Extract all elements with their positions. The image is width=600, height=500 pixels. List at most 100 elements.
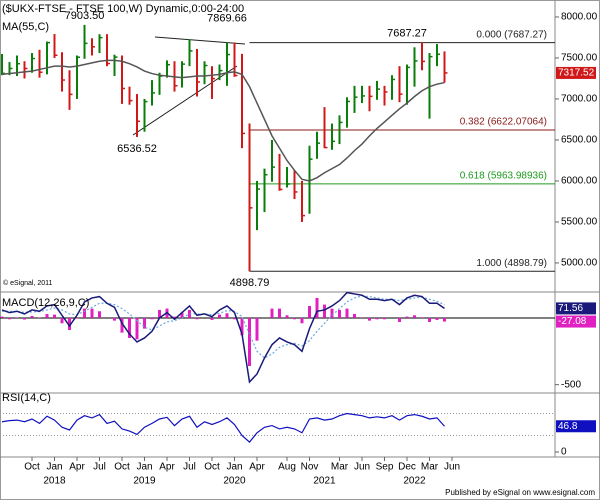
trend-line: [154, 36, 246, 45]
x-tick-label: Oct: [24, 462, 40, 473]
y-tick-label: 8000.00: [561, 12, 598, 23]
price-annotation: 7687.27: [387, 28, 427, 40]
histogram-bar: [398, 317, 401, 322]
x-tick-label: Apr: [249, 462, 265, 473]
histogram-bar: [278, 308, 281, 318]
histogram-bar: [120, 317, 124, 333]
last-value-box: [556, 302, 596, 315]
y-tick-label: 7500.00: [561, 53, 598, 64]
macd-title: MACD(12,26,9,C): [2, 297, 89, 309]
histogram-bar: [23, 317, 26, 320]
histogram-bar: [338, 309, 341, 318]
histogram-bar: [443, 317, 446, 322]
histogram-bar: [315, 297, 319, 318]
x-tick-label: Oct: [204, 462, 220, 473]
histogram-bar: [368, 317, 371, 321]
last-value-box: [556, 315, 596, 328]
histogram-bar: [158, 309, 161, 318]
histogram-bar: [45, 313, 49, 318]
histogram-bar: [375, 317, 379, 320]
histogram-bar: [60, 317, 64, 324]
histogram-bar: [53, 314, 56, 318]
year-label: 2020: [223, 476, 246, 487]
histogram-bar: [383, 317, 386, 320]
histogram-bar: [233, 317, 236, 320]
histogram-bar: [435, 317, 439, 320]
year-label: 2018: [43, 476, 66, 487]
histogram-bar: [353, 313, 356, 318]
last-value-label: 46.8: [558, 421, 578, 432]
histogram-bar: [225, 313, 229, 318]
line: [2, 295, 445, 359]
histogram-bar: [240, 317, 244, 336]
year-label: 2019: [133, 476, 156, 487]
histogram-bar: [180, 312, 184, 318]
histogram-bar: [308, 305, 311, 318]
histogram-bar: [210, 317, 214, 320]
x-tick-label: Oct: [114, 462, 130, 473]
histogram-bar: [360, 317, 364, 318]
last-value-box: [556, 66, 596, 79]
price-annotation: 7869.66: [207, 13, 247, 25]
y-tick-label: 6500.00: [561, 135, 598, 146]
price-annotation: 6536.52: [117, 143, 157, 155]
line: [1, 59, 445, 182]
x-tick-label: Mar: [331, 462, 349, 473]
histogram-bar: [90, 308, 94, 318]
y-tick-label: 5000.00: [561, 258, 598, 269]
histogram-bar: [255, 317, 259, 341]
line: [1, 291, 445, 384]
histogram-bar: [428, 317, 431, 322]
x-tick-label: Apr: [159, 462, 175, 473]
histogram-bar: [98, 311, 101, 318]
histogram-bar: [300, 317, 304, 324]
histogram-bar: [113, 317, 116, 321]
x-tick-label: Jan: [46, 462, 62, 473]
price-annotation: 4898.79: [230, 277, 270, 289]
x-tick-label: Jun: [444, 462, 460, 473]
histogram-bar: [30, 315, 34, 318]
histogram-bar: [248, 317, 251, 366]
x-tick-label: Jul: [183, 462, 196, 473]
histogram-bar: [68, 317, 71, 330]
histogram-bar: [195, 317, 199, 320]
histogram-bar: [188, 309, 191, 318]
y-tick-label: 6000.00: [561, 176, 598, 187]
histogram-bar: [150, 317, 154, 320]
histogram-bar: [135, 317, 139, 340]
x-tick-label: Aug: [278, 462, 296, 473]
x-tick-label: Sep: [376, 462, 394, 473]
histogram-bar: [293, 317, 296, 320]
x-tick-label: Jan: [136, 462, 152, 473]
histogram-bar: [345, 308, 349, 318]
last-value-label: -27.08: [558, 316, 587, 327]
x-tick-label: Dec: [398, 462, 416, 473]
histogram-bar: [143, 317, 146, 329]
last-value-label: 71.56: [558, 303, 583, 314]
year-label: 2022: [403, 476, 426, 487]
x-tick-label: Jan: [226, 462, 242, 473]
histogram-bar: [420, 317, 424, 318]
rsi-title: RSI(14,C): [2, 392, 51, 404]
histogram-bar: [8, 317, 11, 320]
price-annotation: 7903.50: [65, 10, 105, 22]
line: [1, 412, 445, 443]
histogram-bar: [413, 315, 416, 318]
copyright: © eSignal, 2011: [3, 279, 53, 287]
histogram-bar: [128, 317, 131, 338]
y-tick-label: 5500.00: [561, 217, 598, 228]
histogram-bar: [218, 314, 221, 318]
histogram-bar: [75, 317, 79, 319]
fib-label: 0.000 (7687.27): [476, 29, 547, 40]
last-value-box: [556, 420, 596, 433]
y-tick-label: 0: [561, 447, 567, 458]
histogram-bar: [330, 308, 334, 318]
ma-legend: MA(55,C): [2, 21, 49, 33]
x-tick-label: Apr: [69, 462, 85, 473]
y-tick-label: -500: [561, 379, 581, 390]
year-label: 2021: [313, 476, 336, 487]
x-tick-label: Jun: [354, 462, 370, 473]
last-value-label: 7317.52: [558, 68, 595, 79]
